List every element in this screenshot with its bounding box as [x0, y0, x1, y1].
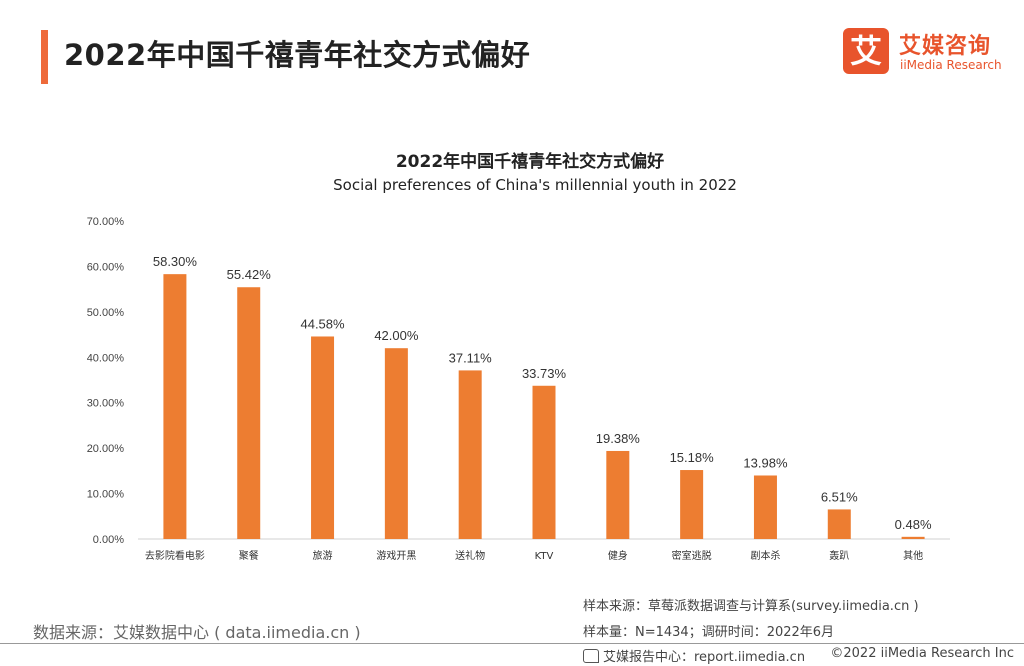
footer-report: 艾媒报告中心：report.iimedia.cn [583, 646, 805, 665]
chart-title: 2022年中国千禧青年社交方式偏好 [395, 152, 665, 172]
bar [532, 385, 556, 539]
data-label: 15.18% [670, 450, 715, 465]
data-label: 42.00% [374, 328, 419, 343]
footer-report-text: 艾媒报告中心：report.iimedia.cn [603, 650, 806, 665]
iimedia-logo: 艾 艾媒咨询 iiMedia Research [843, 28, 1013, 78]
bar [237, 287, 261, 539]
data-label: 19.38% [596, 431, 641, 446]
y-tick-label: 60.00% [87, 261, 125, 273]
x-tick-label: 剧本杀 [750, 549, 780, 562]
footer-divider [0, 643, 1024, 644]
page-title: 2022年中国千禧青年社交方式偏好 [64, 38, 531, 72]
bar [311, 336, 335, 539]
bar [458, 370, 482, 539]
x-tick-label: 游戏开黑 [376, 549, 416, 562]
data-label: 37.11% [449, 350, 493, 365]
footer-copyright: ©2022 iiMedia Research Inc [830, 646, 1014, 661]
data-label: 33.73% [522, 366, 567, 381]
data-label: 6.51% [821, 489, 858, 504]
bar [680, 470, 704, 539]
sample-source: 样本来源：草莓派数据调查与计算系(survey.iimedia.cn ) [583, 599, 919, 614]
logo-text-en: iiMedia Research [900, 58, 1002, 72]
logo-mark: 艾 [843, 28, 889, 74]
x-tick-label: 其他 [903, 549, 923, 562]
x-tick-label: 送礼物 [455, 549, 485, 562]
sample-size: 样本量：N=1434；调研时间：2022年6月 [583, 625, 835, 640]
x-tick-label: 聚餐 [239, 549, 259, 562]
x-tick-label: 轰趴 [829, 549, 849, 562]
x-tick-label: 旅游 [313, 549, 333, 562]
bar [753, 475, 777, 539]
data-label: 0.48% [895, 517, 932, 532]
y-tick-label: 40.00% [87, 352, 125, 364]
logo-text-cn: 艾媒咨询 [899, 34, 992, 59]
y-tick-label: 70.00% [87, 216, 125, 228]
bar [163, 274, 187, 539]
chat-icon [583, 649, 599, 663]
x-tick-label: KTV [535, 551, 554, 562]
bar [901, 536, 925, 539]
data-label: 44.58% [300, 316, 345, 331]
bar [384, 348, 408, 539]
data-label: 58.30% [153, 254, 198, 269]
data-label: 13.98% [743, 455, 788, 470]
y-tick-label: 0.00% [93, 534, 124, 546]
y-tick-label: 30.00% [87, 398, 125, 410]
data-label: 55.42% [227, 267, 272, 282]
chart-subtitle: Social preferences of China's millennial… [333, 176, 737, 194]
y-tick-label: 10.00% [87, 489, 125, 501]
bar [827, 509, 851, 539]
title-accent-bar [41, 30, 48, 84]
y-tick-label: 20.00% [87, 443, 125, 455]
x-tick-label: 密室逃脱 [672, 549, 712, 562]
x-tick-label: 去影院看电影 [145, 549, 205, 562]
data-source: 数据来源：艾媒数据中心 ( data.iimedia.cn ) [33, 623, 361, 642]
y-tick-label: 50.00% [87, 307, 125, 319]
bar [606, 450, 630, 539]
x-tick-label: 健身 [608, 549, 628, 562]
